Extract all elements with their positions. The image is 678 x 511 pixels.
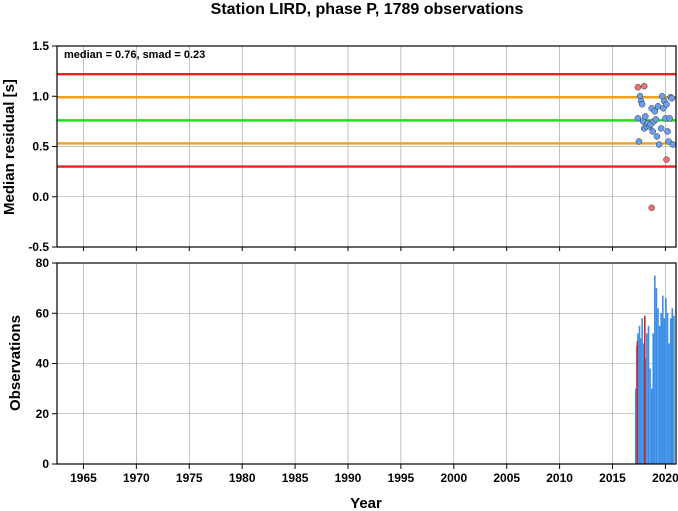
observations-y-label: Observations <box>7 315 24 411</box>
residual-point <box>634 115 642 122</box>
year-x-ticks: 1965 1970 1975 1980 1985 1990 1995 2000 2005 2010… <box>70 464 678 485</box>
y-tick-label: -0.5 <box>28 240 49 254</box>
y-tick-label: 20 <box>36 407 50 421</box>
stats-annotation: median = 0.76, smad = 0.23 <box>64 49 205 61</box>
y-tick-label: 1.0 <box>32 89 49 103</box>
residual-point <box>642 113 649 120</box>
x-tick-label: 1970 <box>123 471 150 485</box>
observations-grid <box>57 263 676 464</box>
residual-point <box>641 82 648 90</box>
residual-point <box>666 115 673 122</box>
residual-point <box>638 101 646 108</box>
residual-point <box>663 101 670 108</box>
residual-y-label: Median residual [s] <box>1 79 18 215</box>
y-tick-label: 0.0 <box>32 190 49 204</box>
y-tick-label: 0 <box>42 457 49 471</box>
residual-point <box>652 116 660 123</box>
x-tick-label: 2015 <box>599 471 626 485</box>
residual-point <box>635 138 643 145</box>
year-x-label: Year <box>350 495 382 511</box>
x-tick-label: 1990 <box>335 471 362 485</box>
x-tick-label: 1980 <box>229 471 256 485</box>
residual-point <box>648 204 655 212</box>
residual-point <box>649 128 656 135</box>
residual-point <box>634 83 642 91</box>
x-tick-label: 1965 <box>70 471 97 485</box>
residual-point <box>663 156 670 163</box>
x-tick-label: 2010 <box>546 471 573 485</box>
x-tick-label: 1995 <box>388 471 415 485</box>
residual-panel: 1.5 1.0 0.5 0.0 -0.5 median = 0.76, smad = 0… <box>1 39 677 254</box>
x-tick-label: 2000 <box>440 471 467 485</box>
observations-panel: 0 20 40 60 80 1965 1970 1975 1980 1985 1990 1995 20… <box>7 256 678 511</box>
y-tick-label: 40 <box>36 357 50 371</box>
x-tick-label: 1975 <box>176 471 203 485</box>
y-tick-label: 80 <box>36 256 50 270</box>
reference-lines <box>57 72 676 168</box>
residual-point <box>668 95 676 102</box>
residual-y-ticks: 1.5 1.0 0.5 0.0 -0.5 <box>28 39 57 254</box>
y-tick-label: 60 <box>36 306 50 320</box>
residual-grid <box>57 46 676 251</box>
y-tick-label: 0.5 <box>32 140 49 154</box>
x-tick-label: 1985 <box>282 471 309 485</box>
observations-y-ticks: 0 20 40 60 80 <box>36 256 57 471</box>
residual-point <box>669 141 677 148</box>
x-tick-label: 2005 <box>493 471 520 485</box>
residual-point <box>657 125 665 132</box>
x-tick-label: 2020 <box>652 471 678 485</box>
observation-bars <box>634 275 675 464</box>
residual-point <box>653 133 661 140</box>
residual-point <box>655 141 663 148</box>
residual-points <box>634 82 677 212</box>
residual-point <box>651 108 659 115</box>
chart-title: Station LIRD, phase P, 1789 observations <box>211 1 524 18</box>
residual-point <box>664 128 671 135</box>
y-tick-label: 1.5 <box>32 39 49 53</box>
